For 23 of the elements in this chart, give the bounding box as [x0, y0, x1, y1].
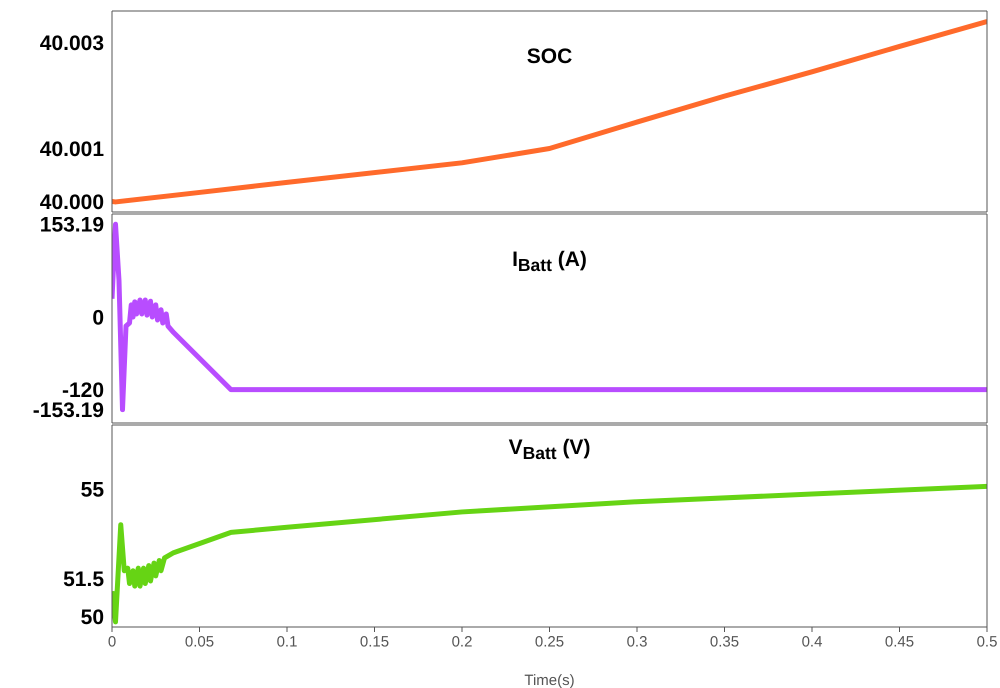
- y-tick-label: 40.001: [40, 138, 104, 161]
- y-tick-label: 40.000: [40, 190, 104, 214]
- x-tick-label: 0.1: [276, 634, 298, 651]
- y-tick-label: 51.5: [63, 568, 104, 591]
- x-axis-title: Time(s): [524, 672, 575, 688]
- x-tick-label: 0.45: [884, 634, 914, 651]
- x-tick-label: 0.5: [976, 634, 998, 651]
- x-tick-label: 0: [108, 634, 116, 651]
- x-tick-label: 0.2: [452, 634, 472, 651]
- x-tick-label: 0.25: [534, 634, 564, 651]
- x-tick-label: 0.4: [802, 634, 822, 651]
- x-tick-label: 0.3: [626, 634, 648, 651]
- x-tick-label: 0.15: [360, 634, 390, 651]
- y-tick-label: 0: [92, 306, 104, 330]
- y-tick-label: 153.19: [40, 214, 104, 237]
- x-tick-label: 0.05: [184, 634, 214, 651]
- text: SOC: [526, 45, 574, 69]
- y-tick-label: 55: [80, 478, 104, 502]
- text: I$_{Batt}$ (A): [511, 248, 588, 276]
- y-tick-label: 50: [80, 606, 104, 630]
- text: V$_{Batt}$ (V): [508, 436, 592, 464]
- x-tick-label: 0.35: [710, 634, 740, 651]
- y-tick-label: 40.003: [40, 32, 104, 56]
